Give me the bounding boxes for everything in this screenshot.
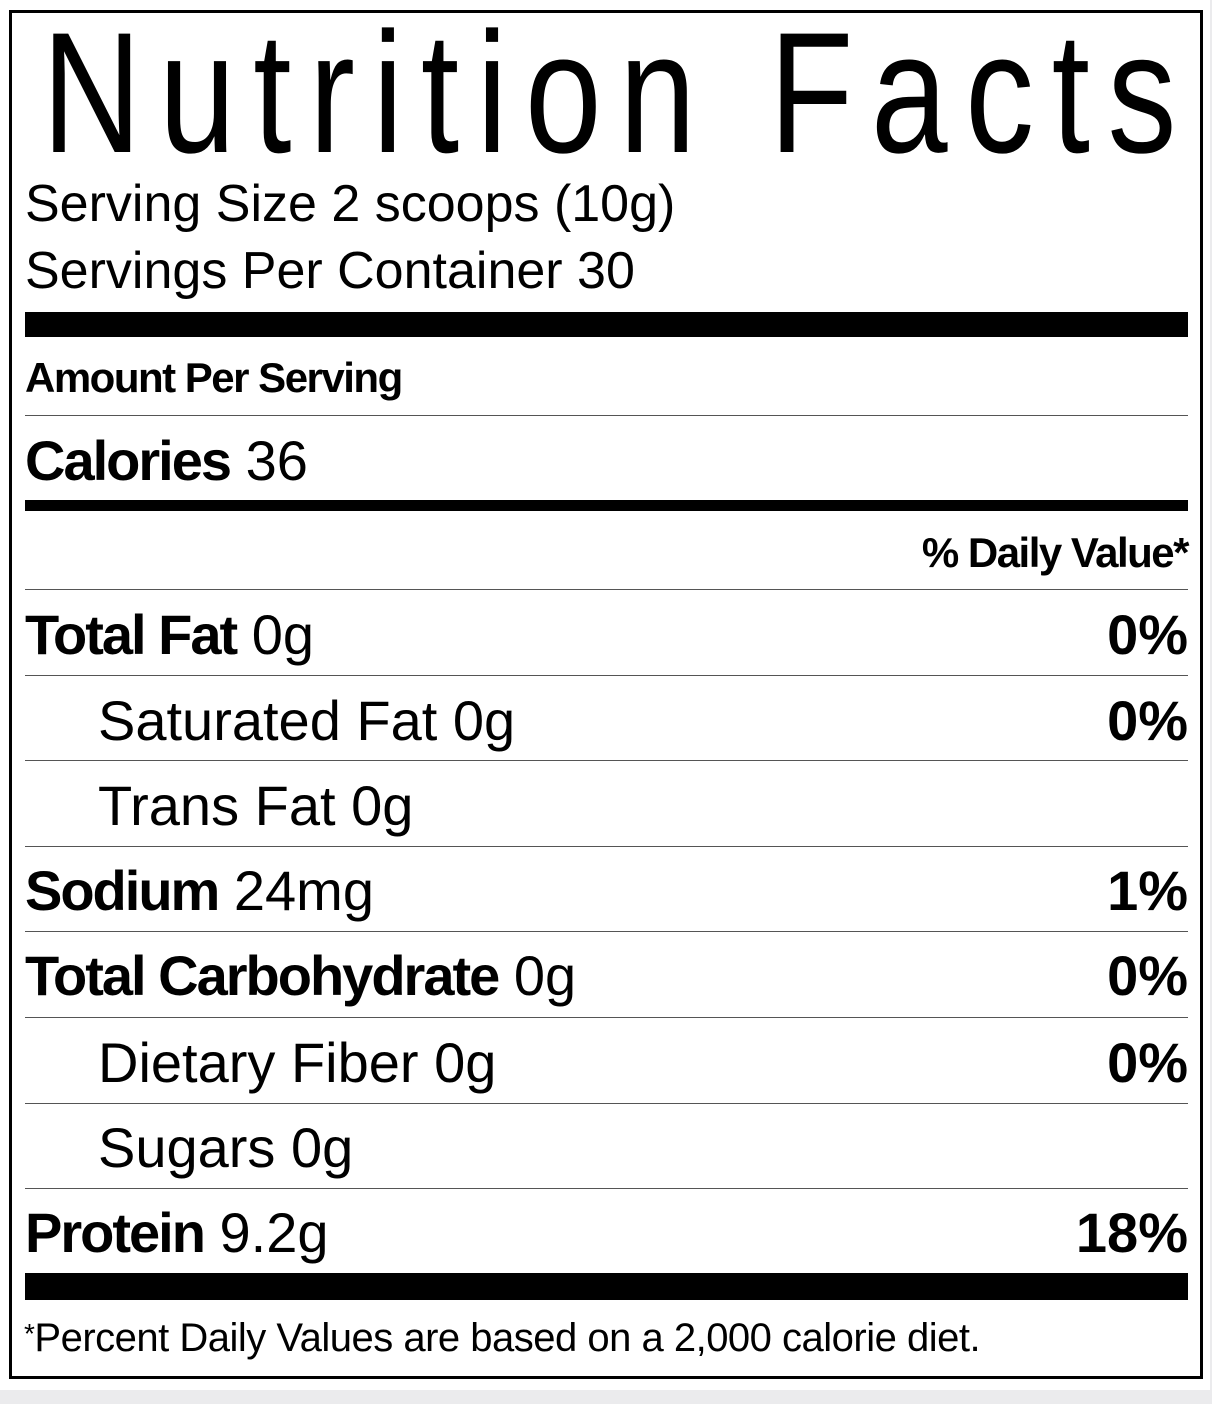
divider <box>25 1017 1188 1018</box>
nutrient-dv: 0% <box>1107 944 1188 1007</box>
nutrient-label: Sodium <box>25 859 220 922</box>
thick-divider <box>25 312 1188 337</box>
nutrient-row-total-fat: Total Fat 0g 0% <box>25 605 1188 665</box>
divider <box>25 589 1188 590</box>
divider <box>25 931 1188 932</box>
nutrient-amount: 0g <box>351 774 414 837</box>
nutrient-row-sodium: Sodium 24mg 1% <box>25 861 1188 921</box>
nutrient-amount: 0g <box>452 689 516 752</box>
nutrient-label: Saturated Fat <box>98 689 438 752</box>
nutrient-amount: 0g <box>434 1031 497 1094</box>
daily-value-header: % Daily Value* <box>921 529 1190 576</box>
nutrient-dv: 18% <box>1075 1201 1188 1264</box>
nutrient-label: Protein <box>25 1201 206 1264</box>
divider <box>25 415 1188 416</box>
title-text: Nutrition Facts <box>42 13 1176 173</box>
nutrient-label: Total Fat <box>25 603 238 666</box>
nutrient-amount: 0g <box>291 1116 354 1179</box>
calories-value: 36 <box>245 429 308 492</box>
nutrient-amount: 9.2g <box>219 1201 329 1264</box>
footnote: *Percent Daily Values are based on a 2,0… <box>24 1316 981 1360</box>
nutrient-label: Dietary Fiber <box>98 1031 419 1094</box>
medium-divider <box>25 500 1188 511</box>
nutrient-row-saturated-fat: Saturated Fat 0g 0% <box>25 691 1188 751</box>
footnote-mark: * <box>24 1318 35 1349</box>
thick-divider <box>25 1273 1188 1300</box>
divider <box>25 675 1188 676</box>
nutrient-row-sugars: Sugars 0g <box>25 1118 1188 1178</box>
footnote-text: Percent Daily Values are based on a 2,00… <box>34 1316 981 1360</box>
nutrient-amount: 0g <box>513 944 577 1007</box>
nutrient-label: Trans Fat <box>98 774 336 837</box>
nutrient-dv: 0% <box>1107 689 1188 752</box>
divider <box>25 760 1188 761</box>
servings-per-container: Servings Per Container 30 <box>25 242 635 300</box>
amount-per-serving: Amount Per Serving <box>25 354 403 401</box>
title: Nutrition Facts <box>42 13 1176 173</box>
calories-row: Calories 36 <box>25 433 308 489</box>
nutrient-dv: 1% <box>1107 859 1188 922</box>
nutrient-dv: 0% <box>1107 1031 1188 1094</box>
nutrient-row-protein: Protein 9.2g 18% <box>25 1203 1188 1263</box>
nutrient-label: Sugars <box>98 1116 276 1179</box>
nutrient-amount: 0g <box>251 603 315 666</box>
divider <box>25 846 1188 847</box>
nutrient-dv: 0% <box>1107 603 1188 666</box>
serving-size: Serving Size 2 scoops (10g) <box>25 175 676 233</box>
divider <box>25 1188 1188 1189</box>
divider <box>25 1103 1188 1104</box>
calories-label: Calories <box>25 429 232 492</box>
nutrient-row-dietary-fiber: Dietary Fiber 0g 0% <box>25 1033 1188 1093</box>
nutrient-label: Total Carbohydrate <box>25 944 500 1007</box>
nutrition-facts-label: Nutrition Facts Serving Size 2 scoops (1… <box>9 10 1203 1379</box>
nutrient-row-trans-fat: Trans Fat 0g <box>25 776 1188 836</box>
nutrient-row-total-carbohydrate: Total Carbohydrate 0g 0% <box>25 946 1188 1006</box>
nutrient-amount: 24mg <box>233 859 374 922</box>
